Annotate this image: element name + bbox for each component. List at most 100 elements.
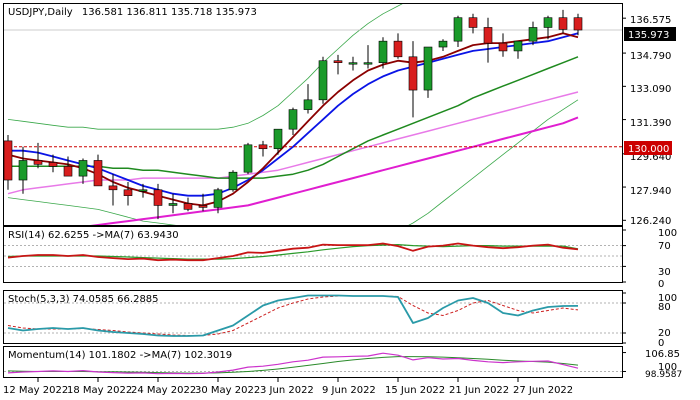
candle-bull-body — [513, 40, 523, 52]
date-label: 27 Jun 2022 — [513, 385, 573, 396]
date-label: 3 Jun 2022 — [260, 385, 314, 396]
candle-bull-body — [453, 17, 463, 42]
level-line — [4, 29, 622, 148]
candle — [198, 193, 208, 212]
momentum-lines — [7, 352, 579, 375]
candle — [423, 46, 433, 98]
candle — [513, 40, 523, 59]
candle-bear-body — [198, 205, 208, 208]
date-label: 18 May 2022 — [67, 385, 132, 396]
momentum-pane[interactable]: Momentum(14) 101.1802 ->MA(7) 102.3019 1… — [3, 346, 683, 381]
rsi-main-line — [7, 242, 579, 262]
candle-bear-body — [468, 17, 478, 28]
candle-bear-body — [333, 60, 343, 63]
candle-bear-body — [483, 27, 493, 44]
candle-bear-body — [393, 40, 403, 58]
stoch-level-label: 0 — [658, 338, 664, 349]
current-price-label: 135.973 — [628, 30, 669, 41]
stoch-main-line — [7, 294, 579, 337]
candle-bull-body — [363, 62, 373, 65]
symbol-label: USDJPY,Daily — [8, 7, 73, 18]
rsi-pane[interactable]: RSI(14) 62.6255 ->MA(7) 63.9430 100 70 3… — [3, 226, 678, 291]
candle-bull-body — [228, 171, 238, 191]
candle-bull-body — [78, 160, 88, 177]
candle — [438, 39, 448, 51]
candle — [228, 170, 238, 192]
candle-bull-body — [243, 144, 253, 173]
candle — [303, 84, 313, 114]
level-marker: 130.000 — [624, 141, 672, 155]
price-label: 131.390 — [630, 118, 671, 129]
rsi-ma-line — [7, 244, 579, 260]
candle-bull-body — [543, 17, 553, 28]
candle — [498, 33, 508, 57]
candle-bull-body — [423, 46, 433, 91]
stoch-ticks — [622, 292, 626, 344]
candle — [63, 156, 73, 177]
candle — [33, 142, 43, 169]
candle — [468, 13, 478, 34]
stoch-header: Stoch(5,3,3) 74.0585 66.2885 — [8, 294, 159, 305]
rsi-header: RSI(14) 62.6255 ->MA(7) 63.9430 — [8, 230, 179, 241]
stoch-pane-frame — [3, 290, 623, 344]
candle — [288, 107, 298, 136]
candle — [528, 21, 538, 46]
price-label: 134.790 — [630, 51, 671, 62]
candle-bull-body — [348, 62, 358, 65]
date-label: 24 May 2022 — [131, 385, 196, 396]
candle — [393, 33, 403, 59]
momentum-level-label: 100 — [658, 362, 677, 373]
candle-bear-body — [498, 42, 508, 52]
price-pane[interactable]: USDJPY,Daily 136.581 136.811 135.718 135… — [3, 0, 677, 243]
candle-bull-body — [273, 128, 283, 150]
momentum-main-line — [7, 352, 579, 375]
candle — [183, 197, 193, 212]
band-lower-line — [7, 99, 579, 225]
candle-bull-body — [18, 160, 28, 181]
date-ticks — [37, 378, 519, 382]
candle-bull-body — [378, 40, 388, 63]
candle — [558, 9, 568, 34]
rsi-level-lines — [4, 245, 622, 267]
price-axis: 136.575 134.790 133.090 131.390 129.640 … — [622, 15, 671, 227]
candle — [378, 37, 388, 69]
candle-bear-body — [558, 17, 568, 30]
ma-blue-line — [8, 32, 579, 197]
candle — [573, 13, 583, 36]
price-label: 126.240 — [630, 216, 671, 227]
candle-bear-body — [3, 140, 13, 181]
candle — [273, 128, 283, 155]
candle-bull-body — [288, 109, 298, 130]
candle — [543, 15, 553, 40]
date-label: 9 Jun 2022 — [322, 385, 376, 396]
candle-bull-body — [138, 189, 148, 192]
rsi-level-label: 30 — [658, 267, 671, 278]
candle — [348, 56, 358, 71]
rsi-lines — [7, 242, 579, 262]
momentum-header: Momentum(14) 101.1802 ->MA(7) 102.3019 — [8, 350, 232, 361]
candle-bull-body — [438, 40, 448, 48]
bollinger-bands — [7, 4, 579, 225]
momentum-ticks — [622, 352, 626, 372]
price-label: 136.575 — [630, 15, 671, 26]
ma-magenta-line — [90, 116, 579, 225]
rsi-level-label: 100 — [658, 228, 677, 239]
current-price-box — [624, 27, 676, 41]
stoch-pane[interactable]: Stoch(5,3,3) 74.0585 66.2885 100 80 20 0 — [3, 290, 678, 350]
candle-bear-body — [258, 144, 268, 150]
momentum-level-label: 98.9587 — [645, 370, 682, 380]
candle — [258, 140, 268, 157]
ma-green-line — [8, 56, 579, 179]
stoch-level-label: 20 — [658, 328, 671, 339]
rsi-level-label: 0 — [658, 279, 664, 290]
candle-bear-body — [183, 203, 193, 210]
candle — [363, 45, 373, 69]
stoch-lines — [7, 294, 579, 337]
candle-bear-body — [153, 189, 163, 206]
candle-bull-body — [318, 60, 328, 101]
date-axis: 12 May 2022 18 May 2022 24 May 2022 30 M… — [3, 378, 573, 396]
candles — [3, 9, 583, 220]
band-upper-line — [7, 4, 403, 130]
date-label: 30 May 2022 — [195, 385, 260, 396]
